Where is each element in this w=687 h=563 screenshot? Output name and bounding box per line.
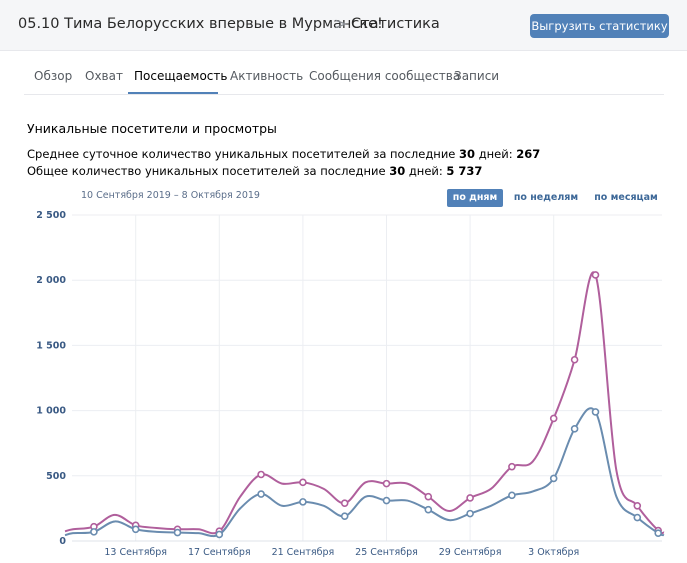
x-tick-label: 25 Сентября [355,547,418,558]
y-tick-label: 500 [46,471,66,482]
data-point-0 [549,414,558,423]
data-point-1 [508,491,516,500]
data-point-1 [90,528,98,536]
tab-messages[interactable]: Сообщения сообщества [309,69,461,83]
avg-days: 30 [459,147,476,161]
y-tick-label: 2 500 [36,210,66,221]
chart-grid [72,214,662,542]
x-tick-label: 13 Сентября [104,547,167,558]
tab-posts[interactable]: Записи [454,69,500,83]
data-point-0 [382,479,391,488]
data-point-1 [131,525,140,534]
breadcrumb-separator: > [334,14,348,33]
by-days-button[interactable]: по дням [447,189,503,207]
total-visitors-line: Общее количество уникальных посетителей … [27,164,482,178]
y-tick-label: 0 [59,536,66,547]
data-point-0 [508,462,516,471]
data-point-0 [299,478,307,487]
x-tick-label: 29 Сентября [439,547,502,558]
data-point-0 [591,271,600,279]
y-tick-label: 1 000 [36,406,66,417]
tab-reach[interactable]: Охват [85,69,123,83]
date-range: 10 Сентября 2019 – 8 Октября 2019 [81,190,260,201]
x-axis: 13 Сентября 17 Сентября 21 Сентября 25 Сент… [104,547,579,558]
data-point-1 [382,496,391,505]
avg-value: 267 [516,147,541,161]
series-line-0 [64,271,665,535]
data-point-0 [466,494,474,502]
data-point-1 [299,498,307,506]
data-point-1 [633,513,642,522]
section-title: Уникальные посетители и просмотры [27,121,277,136]
y-axis: 0 500 1 000 1 500 2 000 2 500 [36,210,66,547]
avg-middle: дней: [475,147,517,161]
data-point-1 [549,474,558,483]
data-point-0 [257,470,265,479]
tab-activity[interactable]: Активность [230,69,304,83]
data-point-1 [466,509,474,518]
by-months-button[interactable]: по месяцам [594,192,658,203]
data-point-1 [340,512,349,521]
tab-overview[interactable]: Обзор [34,69,73,83]
data-point-0 [424,492,433,501]
data-point-0 [633,501,642,510]
data-point-1 [654,529,663,537]
data-point-0 [340,499,349,507]
stats-tabs: Обзор Охват Посещаемость Активность Сооб… [24,58,664,95]
breadcrumb-community[interactable]: 05.10 Тима Белорусских впервые в Мурманс… [18,16,383,32]
tab-attendance[interactable]: Посещаемость [134,69,228,83]
export-stats-button[interactable]: Выгрузить статистику [530,14,669,38]
data-point-1 [257,490,265,498]
page-header: 05.10 Тима Белорусских впервые в Мурманс… [0,0,687,51]
total-value: 5 737 [446,164,483,178]
avg-visitors-line: Среднее суточное количество уникальных п… [27,147,540,161]
data-point-1 [173,528,182,537]
total-prefix: Общее количество уникальных посетителей … [27,164,390,178]
y-tick-label: 1 500 [36,340,66,351]
avg-prefix: Среднее суточное количество уникальных п… [27,147,460,161]
y-tick-label: 2 000 [36,275,66,286]
total-days: 30 [389,164,406,178]
data-point-1 [215,530,224,539]
x-tick-label: 17 Сентября [188,547,251,558]
by-weeks-button[interactable]: по неделям [513,192,579,203]
data-point-0 [570,355,579,364]
active-tab-underline [128,92,218,94]
chart-series [64,271,665,539]
x-tick-label: 21 Сентября [272,547,335,558]
total-middle: дней: [405,164,447,178]
data-point-1 [424,505,433,514]
data-point-1 [591,408,600,416]
breadcrumb-current: Статистика [351,16,440,32]
x-tick-label: 3 Октября [528,547,579,558]
visitors-chart: 0 500 1 000 1 500 2 000 2 500 13 Сентября 17 С… [36,210,665,558]
data-point-1 [570,425,579,433]
